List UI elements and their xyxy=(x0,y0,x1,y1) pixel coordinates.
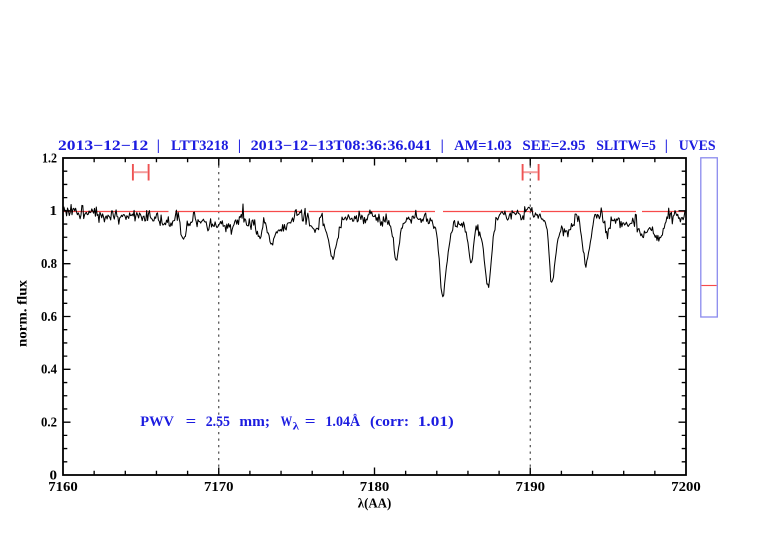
svg-text:(corr:: (corr: xyxy=(370,414,409,430)
svg-text:0.4: 0.4 xyxy=(41,362,57,377)
svg-text:2.55: 2.55 xyxy=(206,414,230,430)
svg-text:PWV: PWV xyxy=(140,414,174,430)
svg-text:W: W xyxy=(281,414,293,430)
svg-text:UVES: UVES xyxy=(679,138,716,154)
svg-text:|: | xyxy=(157,138,160,154)
svg-text:norm. flux: norm. flux xyxy=(16,280,31,347)
svg-text:=: = xyxy=(186,414,197,430)
svg-text:λ(AA): λ(AA) xyxy=(358,496,392,511)
svg-text:2013−12−13T08:36:36.041: 2013−12−13T08:36:36.041 xyxy=(251,138,432,154)
svg-text:1.2: 1.2 xyxy=(42,150,57,165)
svg-text:|: | xyxy=(238,138,241,154)
svg-text:7190: 7190 xyxy=(516,479,546,494)
svg-text:|: | xyxy=(441,138,444,154)
svg-text:0.6: 0.6 xyxy=(41,309,57,324)
svg-text:λ: λ xyxy=(293,421,300,432)
svg-text:SLITW=5: SLITW=5 xyxy=(596,138,656,154)
svg-text:mm;: mm; xyxy=(239,414,270,430)
svg-text:AM=1.03: AM=1.03 xyxy=(454,138,512,154)
svg-text:=: = xyxy=(305,414,316,430)
svg-text:7170: 7170 xyxy=(204,479,234,494)
svg-text:7180: 7180 xyxy=(360,479,390,494)
svg-text:SEE=2.95: SEE=2.95 xyxy=(522,138,585,154)
svg-text:0.2: 0.2 xyxy=(41,415,57,430)
svg-text:7160: 7160 xyxy=(48,479,78,494)
svg-text:|: | xyxy=(665,138,668,154)
svg-text:1.01): 1.01) xyxy=(418,414,454,430)
svg-text:1.04Å: 1.04Å xyxy=(325,414,360,430)
svg-text:0.8: 0.8 xyxy=(41,256,57,271)
svg-text:1: 1 xyxy=(50,203,58,218)
svg-text:2013−12−12: 2013−12−12 xyxy=(58,138,148,154)
svg-text:LTT3218: LTT3218 xyxy=(171,138,229,154)
svg-text:0: 0 xyxy=(50,467,58,482)
svg-text:7200: 7200 xyxy=(671,479,701,494)
